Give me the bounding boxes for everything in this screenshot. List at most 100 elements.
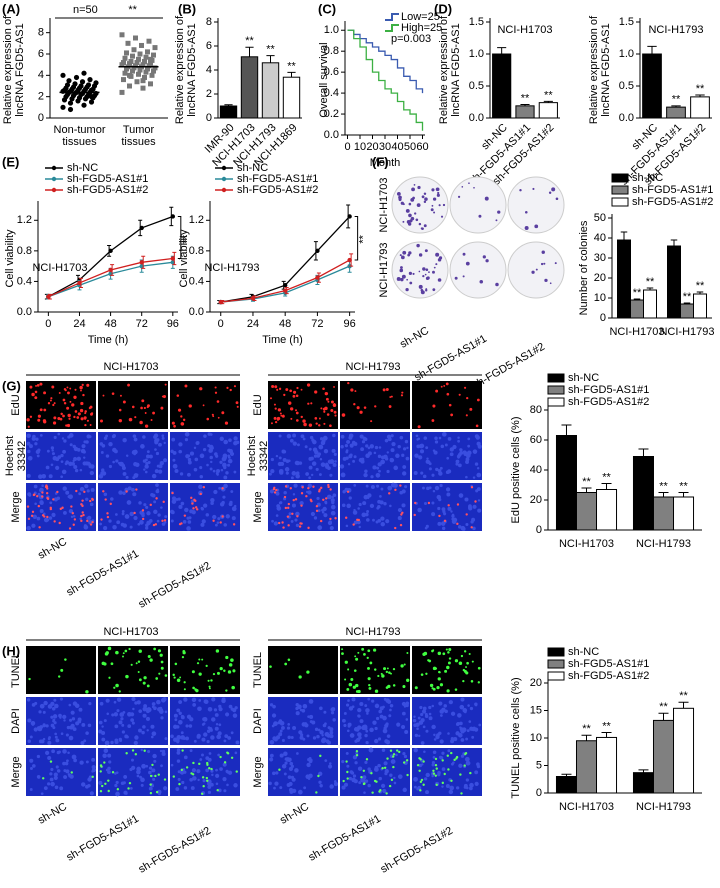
cell-dot (41, 484, 44, 487)
cell-dot (128, 781, 132, 785)
cell-dot (47, 740, 52, 745)
cell-dot (189, 451, 195, 456)
colony (555, 197, 559, 201)
cell-dot (211, 413, 214, 416)
cell-dot (52, 718, 56, 722)
cell-dot (79, 486, 85, 492)
cell-dot (153, 759, 157, 763)
cell-dot (348, 496, 352, 500)
cell-dot (468, 504, 472, 509)
cell-dot (80, 514, 83, 518)
cell-dot (207, 781, 212, 787)
cell-dot (414, 453, 419, 458)
cell-dot (34, 502, 37, 506)
cell-dot (208, 752, 212, 755)
cell-dot (71, 717, 76, 721)
cell-dot (151, 768, 156, 773)
cell-dot (441, 707, 446, 713)
cell-dot (448, 403, 452, 407)
cell-dot (420, 712, 424, 717)
cell-dot (310, 511, 316, 517)
cell-dot (307, 526, 310, 530)
cell-dot (39, 500, 44, 506)
cell-dot (148, 766, 153, 770)
cell-dot (180, 715, 185, 720)
cell-dot (423, 651, 428, 656)
cell-dot (269, 753, 274, 758)
cell-dot (221, 500, 225, 505)
cell-dot (207, 679, 210, 682)
cell-dot (269, 739, 275, 745)
cell-dot (302, 419, 306, 423)
cell-dot (217, 731, 222, 736)
cell-dot (83, 490, 86, 494)
cell-dot (219, 436, 224, 442)
cell-dot (371, 699, 375, 703)
cell-dot (383, 502, 387, 506)
colony (400, 201, 404, 205)
cell-dot (432, 449, 436, 452)
cell-dot (140, 783, 144, 787)
cell-dot (477, 681, 480, 684)
cell-dot (371, 791, 374, 794)
cell-dot (431, 724, 436, 730)
cell-dot (272, 704, 276, 709)
cell-dot (214, 386, 217, 389)
cell-dot (218, 723, 222, 727)
cell-dot (282, 449, 287, 454)
cell-dot (49, 772, 53, 776)
cell-dot (379, 495, 382, 498)
cell-dot (84, 484, 89, 489)
cell-dot (460, 792, 463, 795)
cell-dot (224, 421, 229, 425)
cell-dot (88, 702, 92, 706)
row-label: Merge (252, 756, 264, 787)
point (134, 60, 140, 66)
cell-dot (330, 510, 336, 516)
point (46, 294, 51, 299)
cell-dot (454, 688, 458, 691)
x-axis-label: Month (370, 157, 401, 169)
cell-dot (382, 388, 386, 392)
cell-dot (311, 438, 315, 442)
cell-dot (115, 650, 119, 655)
cell-dot (471, 660, 474, 663)
bar (666, 106, 686, 119)
cell-dot (214, 726, 219, 731)
legend-swatch (547, 647, 565, 657)
colony (396, 277, 401, 281)
cell-dot (429, 683, 434, 688)
cell-dot (432, 404, 436, 408)
bar (219, 105, 238, 119)
error-bar (561, 773, 572, 777)
point (77, 280, 82, 286)
cell-dot (359, 719, 364, 724)
annotation: ** (181, 234, 193, 243)
cell-dot (119, 712, 125, 717)
cell-dot (65, 460, 69, 465)
cell-dot (37, 504, 41, 508)
cell-dot (322, 498, 325, 502)
colony (418, 284, 423, 289)
cell-dot (47, 402, 51, 405)
cell-dot (434, 757, 438, 761)
cell-dot (225, 689, 228, 692)
cell-dot (115, 683, 119, 688)
cell-dot (132, 707, 135, 711)
cell-dot (48, 516, 53, 520)
cell-dot (400, 664, 404, 668)
y-tick-label: 20 (594, 272, 606, 284)
cell-dot (432, 649, 435, 652)
cell-dot (221, 456, 227, 462)
colony (457, 195, 461, 198)
point (122, 70, 128, 76)
cell-dot (308, 423, 313, 427)
cell-dot (292, 433, 297, 438)
cell-dot (339, 464, 345, 469)
panel-label: (E) (2, 154, 19, 169)
bar (282, 76, 301, 119)
cell-dot (422, 760, 425, 763)
cell-dot (110, 497, 114, 501)
cell-dot (37, 492, 41, 496)
cell-dot (215, 773, 220, 778)
